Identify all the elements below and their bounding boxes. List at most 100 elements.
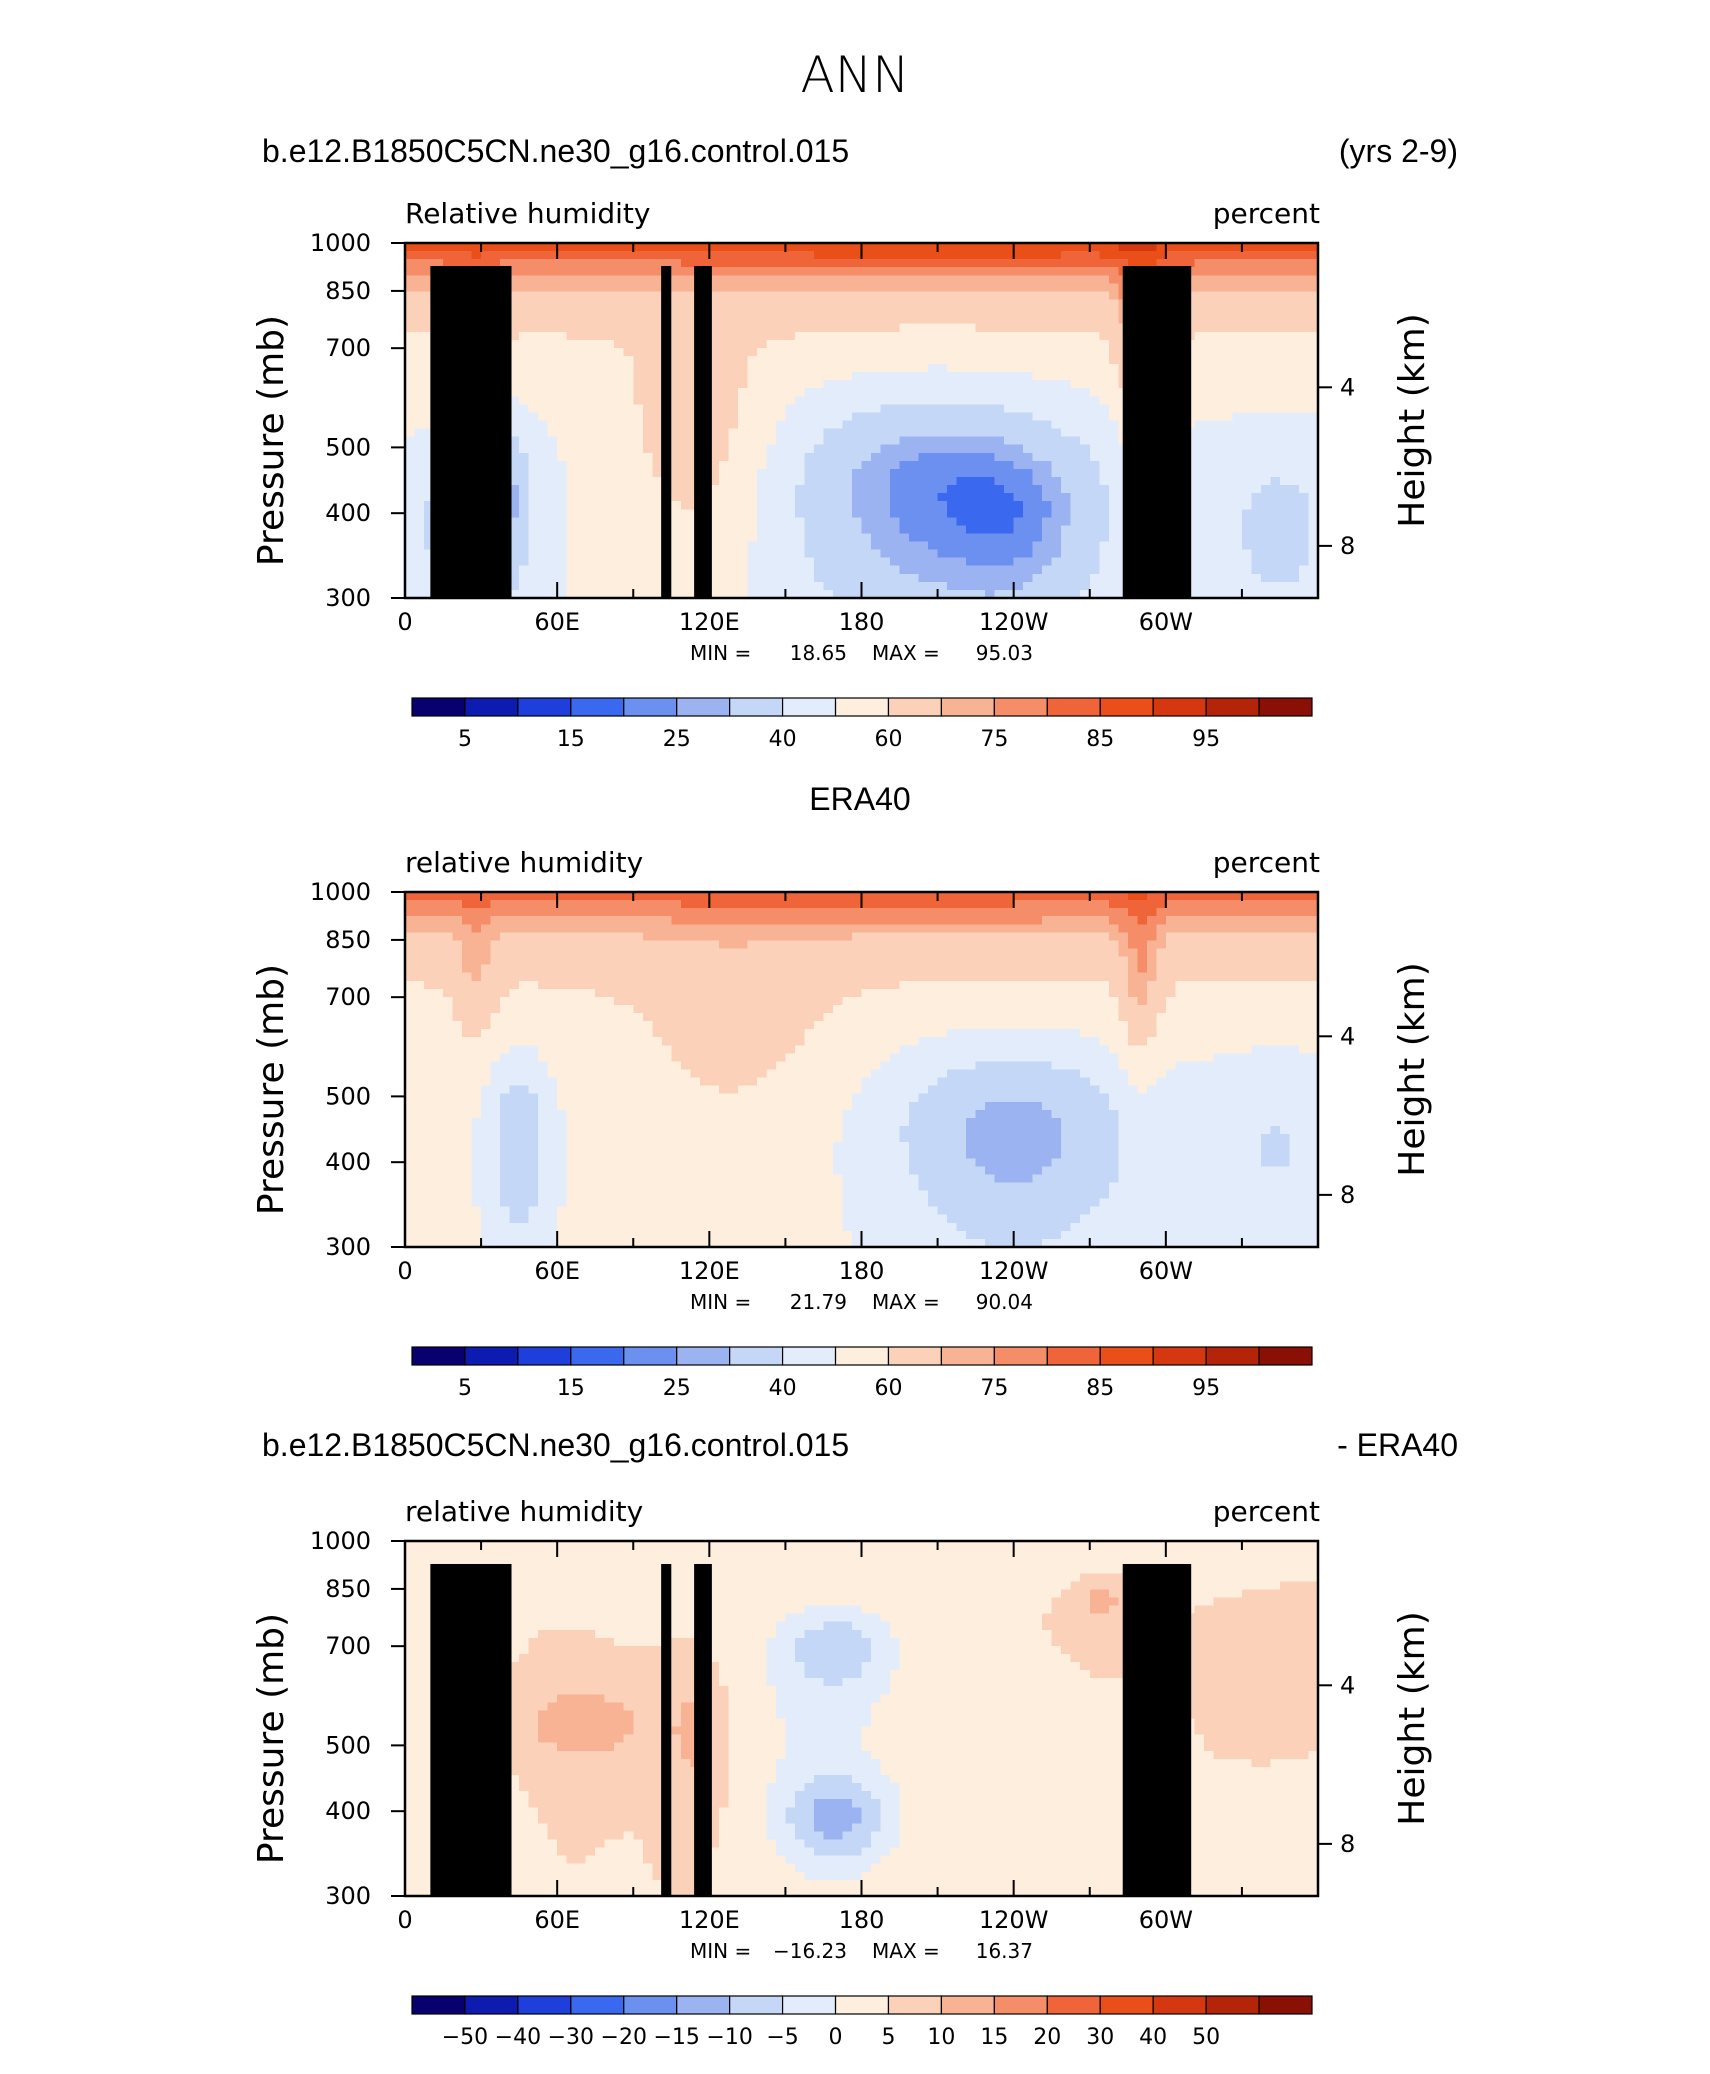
field-cell — [1308, 251, 1319, 260]
field-cell — [1213, 557, 1224, 567]
field-cell — [737, 243, 748, 252]
field-cell — [871, 908, 882, 917]
field-cell — [604, 541, 615, 551]
field-cell — [899, 283, 910, 293]
field-cell — [1061, 476, 1072, 486]
field-cell — [1270, 485, 1281, 494]
field-cell — [918, 388, 929, 397]
field-cell — [1061, 557, 1072, 567]
field-cell — [823, 259, 834, 268]
field-cell — [1061, 299, 1072, 309]
field-cell — [1298, 307, 1310, 317]
field-cell — [424, 468, 435, 478]
field-cell — [1023, 331, 1034, 341]
field-cell — [538, 355, 549, 365]
field-cell — [737, 509, 748, 518]
field-cell — [1032, 525, 1043, 535]
field-cell — [1279, 331, 1291, 341]
field-cell — [947, 541, 958, 551]
field-cell — [709, 517, 720, 526]
field-cell — [1051, 323, 1062, 333]
field-cell — [909, 380, 920, 389]
field-cell — [1289, 517, 1300, 526]
field-cell — [975, 307, 986, 317]
field-cell — [947, 339, 958, 349]
field-cell — [1298, 525, 1310, 535]
field-cell — [1108, 388, 1119, 397]
field-cell — [1203, 275, 1214, 284]
field-cell — [1051, 908, 1062, 917]
field-cell — [1042, 924, 1053, 933]
field-cell — [1232, 347, 1243, 357]
field-cell — [699, 251, 710, 260]
field-cell — [899, 323, 910, 333]
field-cell — [1260, 299, 1272, 309]
field-cell — [414, 307, 425, 317]
field-cell — [737, 404, 748, 414]
field-cell — [804, 388, 815, 397]
field-cell — [661, 892, 672, 901]
field-cell — [937, 339, 948, 349]
field-cell — [1023, 485, 1034, 494]
field-cell — [680, 355, 691, 365]
field-cell — [1099, 573, 1110, 583]
field-cell — [623, 307, 634, 317]
field-cell — [1070, 428, 1081, 438]
field-cell — [1023, 541, 1034, 551]
field-cell — [823, 533, 834, 543]
field-cell — [1080, 307, 1091, 317]
field-cell — [1213, 259, 1224, 268]
field-cell — [966, 436, 977, 446]
field-cell — [718, 291, 729, 301]
field-cell — [1070, 267, 1081, 276]
field-cell — [405, 533, 416, 543]
field-cell — [557, 501, 568, 510]
field-cell — [509, 364, 520, 373]
field-cell — [1279, 940, 1291, 950]
field-cell — [1099, 908, 1110, 917]
field-cell — [709, 509, 720, 518]
field-cell — [890, 444, 901, 454]
field-cell — [842, 541, 853, 551]
field-cell — [604, 243, 615, 252]
field-cell — [547, 307, 558, 317]
field-cell — [785, 468, 796, 478]
field-cell — [405, 460, 416, 470]
field-cell — [823, 485, 834, 494]
field-cell — [1308, 501, 1319, 510]
field-cell — [1213, 900, 1224, 909]
field-cell — [947, 892, 958, 901]
field-cell — [718, 916, 729, 925]
terrain-block — [694, 265, 712, 598]
field-cell — [1061, 372, 1072, 381]
field-cell — [1194, 347, 1205, 357]
field-cell — [424, 404, 435, 414]
field-cell — [1270, 468, 1281, 478]
field-cell — [509, 315, 520, 325]
field-cell — [604, 307, 615, 317]
field-cell — [785, 347, 796, 357]
field-cell — [671, 509, 682, 518]
field-cell — [1203, 468, 1214, 478]
field-cell — [728, 509, 739, 518]
field-cell — [614, 452, 625, 462]
field-cell — [671, 468, 682, 478]
field-cell — [756, 420, 767, 430]
field-cell — [509, 916, 520, 925]
field-cell — [785, 533, 796, 543]
field-cell — [1203, 932, 1214, 942]
field-cell — [899, 404, 910, 414]
field-cell — [994, 372, 1005, 381]
field-cell — [737, 517, 748, 526]
x-tick-label: 60W — [1139, 608, 1193, 636]
field-cell — [1089, 299, 1100, 309]
field-cell — [956, 404, 967, 414]
field-cell — [1023, 396, 1034, 405]
field-cell — [642, 940, 653, 950]
field-cell — [557, 940, 568, 950]
field-cell — [985, 501, 996, 510]
field-cell — [1061, 323, 1072, 333]
colorbar-label: 40 — [769, 727, 797, 752]
field-cell — [528, 275, 539, 284]
field-cell — [557, 525, 568, 535]
